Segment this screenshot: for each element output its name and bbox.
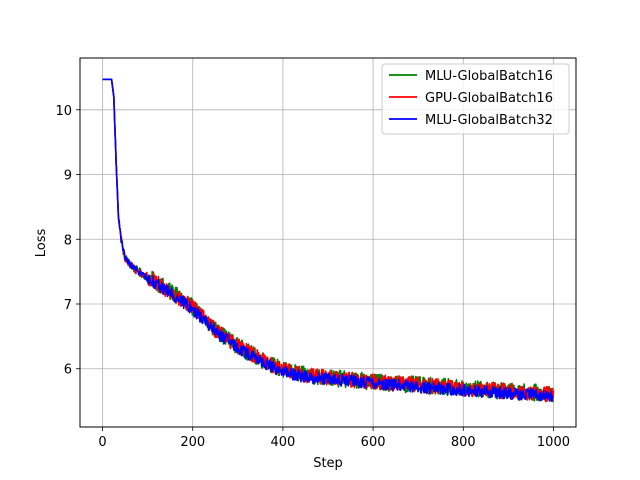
y-tick-label: 8 [64, 233, 72, 248]
x-tick-label: 0 [98, 435, 106, 450]
x-tick-label: 1000 [537, 435, 570, 450]
y-tick-label: 10 [55, 104, 72, 119]
y-tick-label: 7 [64, 298, 72, 313]
legend: MLU-GlobalBatch16 GPU-GlobalBatch16 MLU-… [381, 63, 570, 135]
legend-label-mlu-globalbatch16: MLU-GlobalBatch16 [425, 69, 553, 84]
x-tick-label: 800 [451, 435, 476, 450]
series-line-mlu-globalbatch32 [102, 78, 554, 402]
x-tick-label: 600 [361, 435, 386, 450]
x-axis-title: Step [313, 456, 343, 471]
x-tick-label: 200 [180, 435, 205, 450]
ticks: 0 200 400 600 800 1000 6 7 8 9 10 [55, 104, 570, 450]
y-axis-title: Loss [34, 229, 49, 258]
x-tick-label: 400 [270, 435, 295, 450]
plot-frame [79, 57, 577, 428]
y-tick-label: 9 [64, 169, 72, 184]
legend-box [381, 63, 570, 135]
series-group [102, 78, 555, 403]
y-tick-label: 6 [64, 363, 72, 378]
legend-label-mlu-globalbatch32: MLU-GlobalBatch32 [425, 113, 553, 128]
legend-label-gpu-globalbatch16: GPU-GlobalBatch16 [425, 91, 553, 106]
